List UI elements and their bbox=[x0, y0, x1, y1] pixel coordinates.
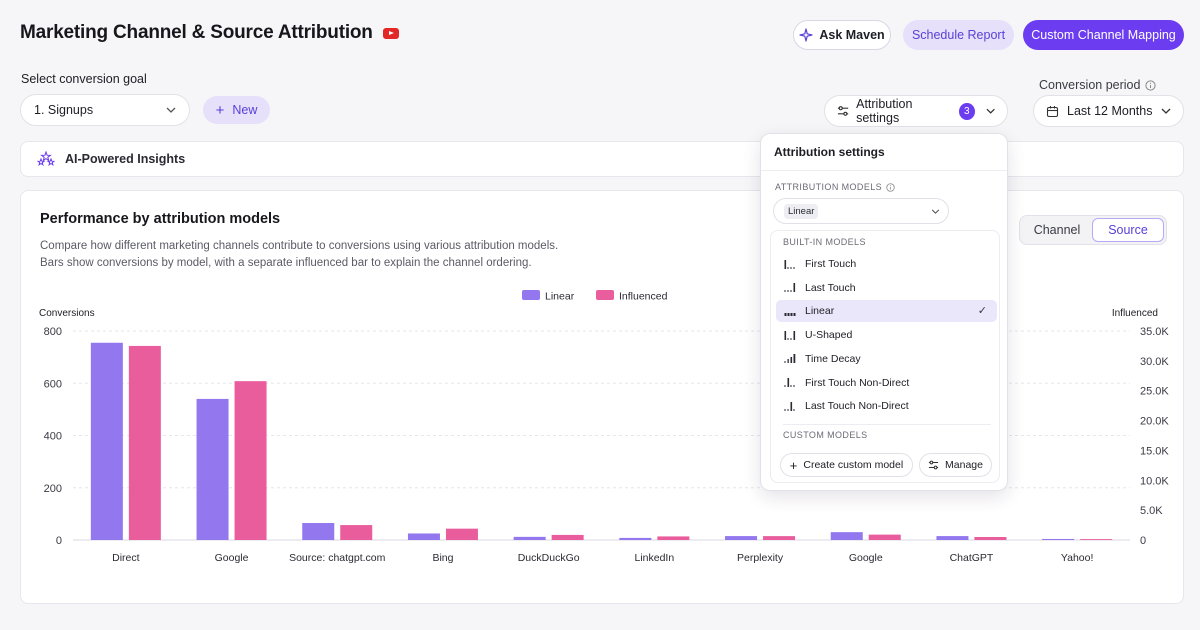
built-in-models-heading: BUILT-IN MODELS bbox=[783, 237, 866, 247]
model-option-u-shaped[interactable]: U-Shaped bbox=[776, 324, 997, 346]
conversion-period-label-text: Conversion period bbox=[1039, 78, 1141, 92]
attribution-count-badge: 3 bbox=[958, 102, 975, 120]
channel-source-toggle: Channel Source bbox=[1019, 215, 1167, 245]
attribution-models-heading: ATTRIBUTION MODELS bbox=[775, 182, 895, 192]
conversion-period-select[interactable]: Last 12 Months bbox=[1033, 95, 1184, 127]
list-divider bbox=[783, 424, 991, 425]
card-description-line-1: Compare how different marketing channels… bbox=[40, 240, 559, 252]
chevron-down-icon bbox=[931, 208, 940, 214]
create-custom-model-label: Create custom model bbox=[803, 459, 904, 471]
plus-icon: + bbox=[789, 457, 798, 473]
manage-models-label: Manage bbox=[945, 459, 983, 471]
model-shape-icon bbox=[784, 259, 795, 269]
stars-icon bbox=[37, 151, 55, 166]
model-option-label: Time Decay bbox=[805, 352, 861, 365]
check-icon: ✓ bbox=[977, 305, 987, 318]
model-option-first-touch-non-direct[interactable]: First Touch Non-Direct bbox=[776, 372, 997, 394]
model-shape-icon bbox=[784, 378, 795, 387]
new-goal-button[interactable]: + New bbox=[203, 96, 270, 124]
tab-channel[interactable]: Channel bbox=[1033, 223, 1081, 237]
model-shape-icon bbox=[784, 330, 796, 340]
custom-models-heading: CUSTOM MODELS bbox=[783, 430, 868, 440]
page-title: Marketing Channel & Source Attribution bbox=[20, 22, 399, 44]
conversion-period-value: Last 12 Months bbox=[1067, 104, 1153, 118]
model-option-last-touch-non-direct[interactable]: Last Touch Non-Direct bbox=[776, 395, 997, 417]
selected-model-chip: Linear bbox=[784, 203, 819, 219]
attribution-settings-label: Attribution settings bbox=[856, 97, 913, 125]
model-shape-icon bbox=[784, 283, 796, 293]
card-description-line-2: Bars show conversions by model, with a s… bbox=[40, 257, 532, 269]
ask-maven-label: Ask Maven bbox=[819, 28, 885, 42]
youtube-icon bbox=[382, 27, 399, 39]
attribution-model-select[interactable]: Linear bbox=[773, 198, 949, 224]
model-shape-icon bbox=[784, 354, 796, 364]
model-option-label: Linear bbox=[805, 305, 835, 318]
model-option-label: U-Shaped bbox=[805, 329, 853, 342]
panel-divider bbox=[761, 170, 1007, 171]
ai-insights-bar[interactable]: AI-Powered Insights bbox=[20, 141, 1184, 177]
model-option-time-decay[interactable]: Time Decay bbox=[776, 348, 997, 370]
chevron-down-icon bbox=[1161, 108, 1171, 114]
info-icon[interactable] bbox=[886, 182, 895, 192]
model-option-first-touch[interactable]: First Touch bbox=[776, 253, 997, 275]
page-title-text: Marketing Channel & Source Attribution bbox=[20, 22, 373, 43]
sparkle-icon bbox=[799, 28, 813, 42]
info-icon[interactable] bbox=[1145, 79, 1157, 91]
conversion-goal-value: 1. Signups bbox=[34, 103, 94, 117]
chevron-down-icon bbox=[166, 107, 176, 113]
custom-channel-mapping-button[interactable]: Custom Channel Mapping bbox=[1023, 20, 1184, 50]
model-options-list: BUILT-IN MODELS CUSTOM MODELS + Create c… bbox=[770, 230, 1000, 483]
conversion-period-label: Conversion period bbox=[1039, 78, 1157, 92]
model-option-linear[interactable]: Linear ✓ bbox=[776, 300, 997, 323]
sliders-icon bbox=[928, 460, 939, 470]
manage-models-button[interactable]: Manage bbox=[919, 453, 992, 477]
model-option-last-touch[interactable]: Last Touch bbox=[776, 277, 997, 299]
calendar-icon bbox=[1046, 105, 1059, 117]
panel-title: Attribution settings bbox=[774, 145, 885, 159]
conversion-goal-label: Select conversion goal bbox=[21, 72, 147, 86]
schedule-report-label: Schedule Report bbox=[911, 28, 1006, 42]
card-title: Performance by attribution models bbox=[40, 211, 281, 227]
conversion-goal-select[interactable]: 1. Signups bbox=[20, 94, 190, 126]
performance-card: Performance by attribution models Compar… bbox=[20, 190, 1184, 604]
attribution-settings-panel: Attribution settings ATTRIBUTION MODELS … bbox=[760, 133, 1008, 491]
ask-maven-button[interactable]: Ask Maven bbox=[793, 20, 891, 50]
model-option-label: First Touch bbox=[805, 258, 857, 270]
sliders-icon bbox=[837, 106, 849, 116]
model-option-label: Last Touch bbox=[805, 281, 856, 294]
model-shape-icon bbox=[784, 312, 796, 316]
schedule-report-button[interactable]: Schedule Report bbox=[903, 20, 1014, 50]
attribution-models-heading-text: ATTRIBUTION MODELS bbox=[775, 182, 883, 192]
attribution-settings-button[interactable]: Attribution settings 3 bbox=[824, 95, 1008, 127]
model-option-label: First Touch Non-Direct bbox=[805, 376, 910, 389]
plus-icon: + bbox=[215, 101, 225, 119]
create-custom-model-button[interactable]: + Create custom model bbox=[780, 453, 913, 477]
model-option-label: Last Touch Non-Direct bbox=[805, 400, 909, 413]
ai-insights-label: AI-Powered Insights bbox=[65, 152, 186, 166]
model-shape-icon bbox=[784, 401, 795, 411]
new-goal-label: New bbox=[232, 103, 258, 117]
tab-source[interactable]: Source bbox=[1092, 218, 1164, 242]
custom-channel-mapping-label: Custom Channel Mapping bbox=[1031, 28, 1176, 42]
chevron-down-icon bbox=[986, 108, 995, 114]
card-description: Compare how different marketing channels… bbox=[40, 238, 558, 272]
